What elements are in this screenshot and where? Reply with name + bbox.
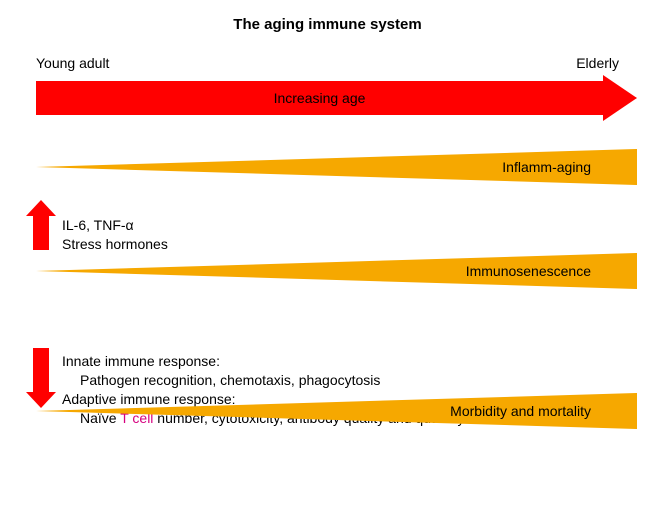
up-text-line: Stress hormones bbox=[62, 235, 168, 254]
axis-left-label: Young adult bbox=[36, 55, 109, 71]
wedge-label: Inflamm-aging bbox=[502, 159, 591, 175]
up-text-line: IL-6, TNF-α bbox=[62, 216, 168, 235]
wedge-immunosenescence: Immunosenescence bbox=[36, 253, 637, 289]
up-arrow bbox=[26, 200, 56, 250]
down-arrow-body bbox=[33, 348, 49, 392]
up-arrow-body bbox=[33, 216, 49, 250]
down-text-line: Pathogen recognition, chemotaxis, phagoc… bbox=[62, 371, 464, 390]
increasing-age-arrow-body: Increasing age bbox=[36, 81, 603, 115]
wedge-label: Immunosenescence bbox=[466, 263, 591, 279]
up-text-block: IL-6, TNF-α Stress hormones bbox=[62, 216, 168, 254]
diagram-title: The aging immune system bbox=[0, 0, 655, 33]
increasing-age-label: Increasing age bbox=[274, 90, 366, 106]
down-text-line: Innate immune response: bbox=[62, 352, 464, 371]
wedge-morbidity: Morbidity and mortality bbox=[36, 393, 637, 429]
axis-right-label: Elderly bbox=[576, 55, 619, 71]
up-arrow-head bbox=[26, 200, 56, 216]
increasing-age-arrow-head bbox=[603, 75, 637, 121]
increasing-age-arrow: Increasing age bbox=[36, 75, 637, 121]
wedge-label: Morbidity and mortality bbox=[450, 403, 591, 419]
axis-labels: Young adult Elderly bbox=[0, 33, 655, 75]
wedge-inflammaging: Inflamm-aging bbox=[36, 149, 637, 185]
